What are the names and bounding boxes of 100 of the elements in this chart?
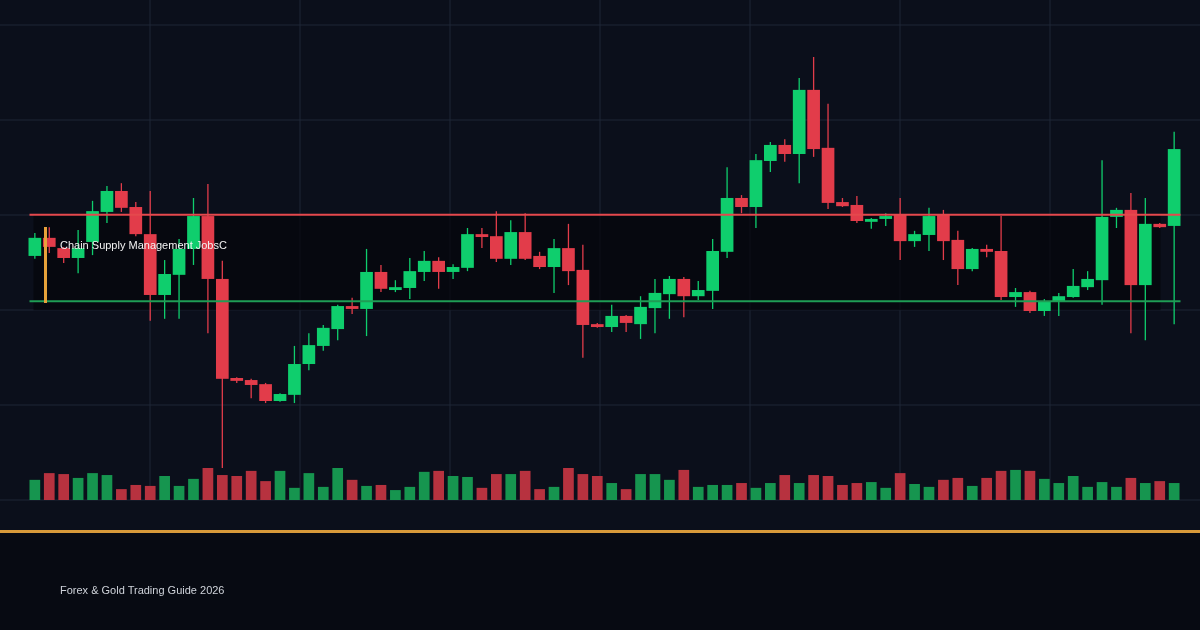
bar	[29, 479, 41, 500]
bar	[144, 485, 156, 500]
bar	[1053, 483, 1065, 500]
bar	[938, 479, 949, 500]
bar	[577, 474, 589, 500]
candlestick	[677, 276, 691, 318]
bar	[692, 486, 704, 500]
bar	[837, 484, 848, 500]
bar	[490, 474, 502, 500]
bar	[1125, 477, 1137, 500]
bar	[548, 486, 560, 500]
bar	[649, 474, 661, 500]
bar	[779, 475, 791, 500]
bar	[865, 482, 877, 500]
bar	[995, 470, 1007, 500]
candlestick	[100, 185, 114, 224]
bar	[317, 486, 329, 500]
bar	[159, 476, 170, 500]
bar	[462, 476, 473, 500]
bar	[880, 487, 892, 500]
bar	[1111, 486, 1122, 500]
bar	[591, 476, 603, 500]
bar	[1139, 483, 1151, 500]
bar	[534, 489, 545, 500]
bar	[332, 468, 344, 500]
bar	[1154, 481, 1166, 500]
bar	[216, 475, 228, 500]
bar	[707, 484, 719, 500]
bar	[1082, 486, 1093, 500]
bar	[231, 476, 243, 500]
candlestick	[345, 297, 359, 315]
candlestick	[432, 256, 445, 290]
candlestick	[562, 223, 575, 286]
bar	[519, 470, 531, 500]
bar	[909, 484, 920, 500]
bar	[721, 484, 733, 500]
bar	[375, 484, 387, 500]
bar	[952, 477, 964, 500]
bar	[966, 485, 978, 500]
bar	[303, 473, 315, 500]
bar	[822, 476, 834, 500]
bar	[563, 468, 574, 500]
bar	[750, 487, 762, 500]
candlestick	[764, 141, 777, 173]
bar	[765, 483, 776, 500]
candlestick	[663, 275, 676, 320]
bar	[130, 484, 142, 500]
bar	[981, 477, 993, 500]
bar	[635, 474, 646, 500]
candlestick	[374, 264, 388, 293]
bar	[664, 479, 675, 500]
bar	[851, 483, 863, 500]
bar	[1096, 482, 1108, 500]
bar	[1010, 469, 1021, 500]
candlestick	[475, 227, 489, 249]
candlestick	[158, 259, 171, 320]
bar	[620, 489, 632, 500]
bar	[736, 483, 747, 500]
bar	[476, 487, 488, 500]
candlestick	[634, 295, 647, 340]
bar	[1024, 470, 1036, 500]
candlestick	[302, 332, 316, 371]
bar	[101, 475, 113, 500]
bar	[678, 469, 690, 500]
bar	[433, 470, 444, 500]
bar	[116, 489, 127, 500]
candlestick	[922, 207, 936, 252]
bar	[894, 473, 906, 500]
bar	[793, 483, 805, 500]
bar	[808, 475, 819, 500]
bar	[346, 479, 358, 500]
candlestick	[417, 250, 431, 282]
bar	[606, 483, 618, 500]
bar	[1067, 476, 1079, 500]
bar	[274, 470, 286, 500]
bar	[202, 468, 214, 500]
bar	[505, 474, 517, 500]
bar	[1039, 478, 1050, 500]
bar	[361, 485, 372, 500]
bar	[72, 477, 84, 500]
candlestick	[778, 138, 792, 163]
candlestick	[965, 247, 979, 272]
bar	[260, 481, 271, 500]
candlestick	[28, 232, 42, 260]
candlestick	[619, 314, 633, 333]
bar	[173, 485, 185, 500]
bar	[923, 486, 935, 500]
bar	[289, 487, 300, 500]
bar	[390, 490, 401, 500]
bar	[43, 473, 55, 500]
candlestick	[547, 238, 561, 294]
bar	[245, 470, 257, 500]
candlestick	[605, 304, 619, 333]
bar	[58, 474, 70, 500]
bar	[447, 476, 459, 500]
bar	[87, 473, 98, 500]
bar	[418, 471, 430, 500]
text: Forex & Gold Trading Guide 2026	[60, 584, 225, 596]
bar	[188, 478, 199, 500]
bar	[1168, 483, 1180, 500]
